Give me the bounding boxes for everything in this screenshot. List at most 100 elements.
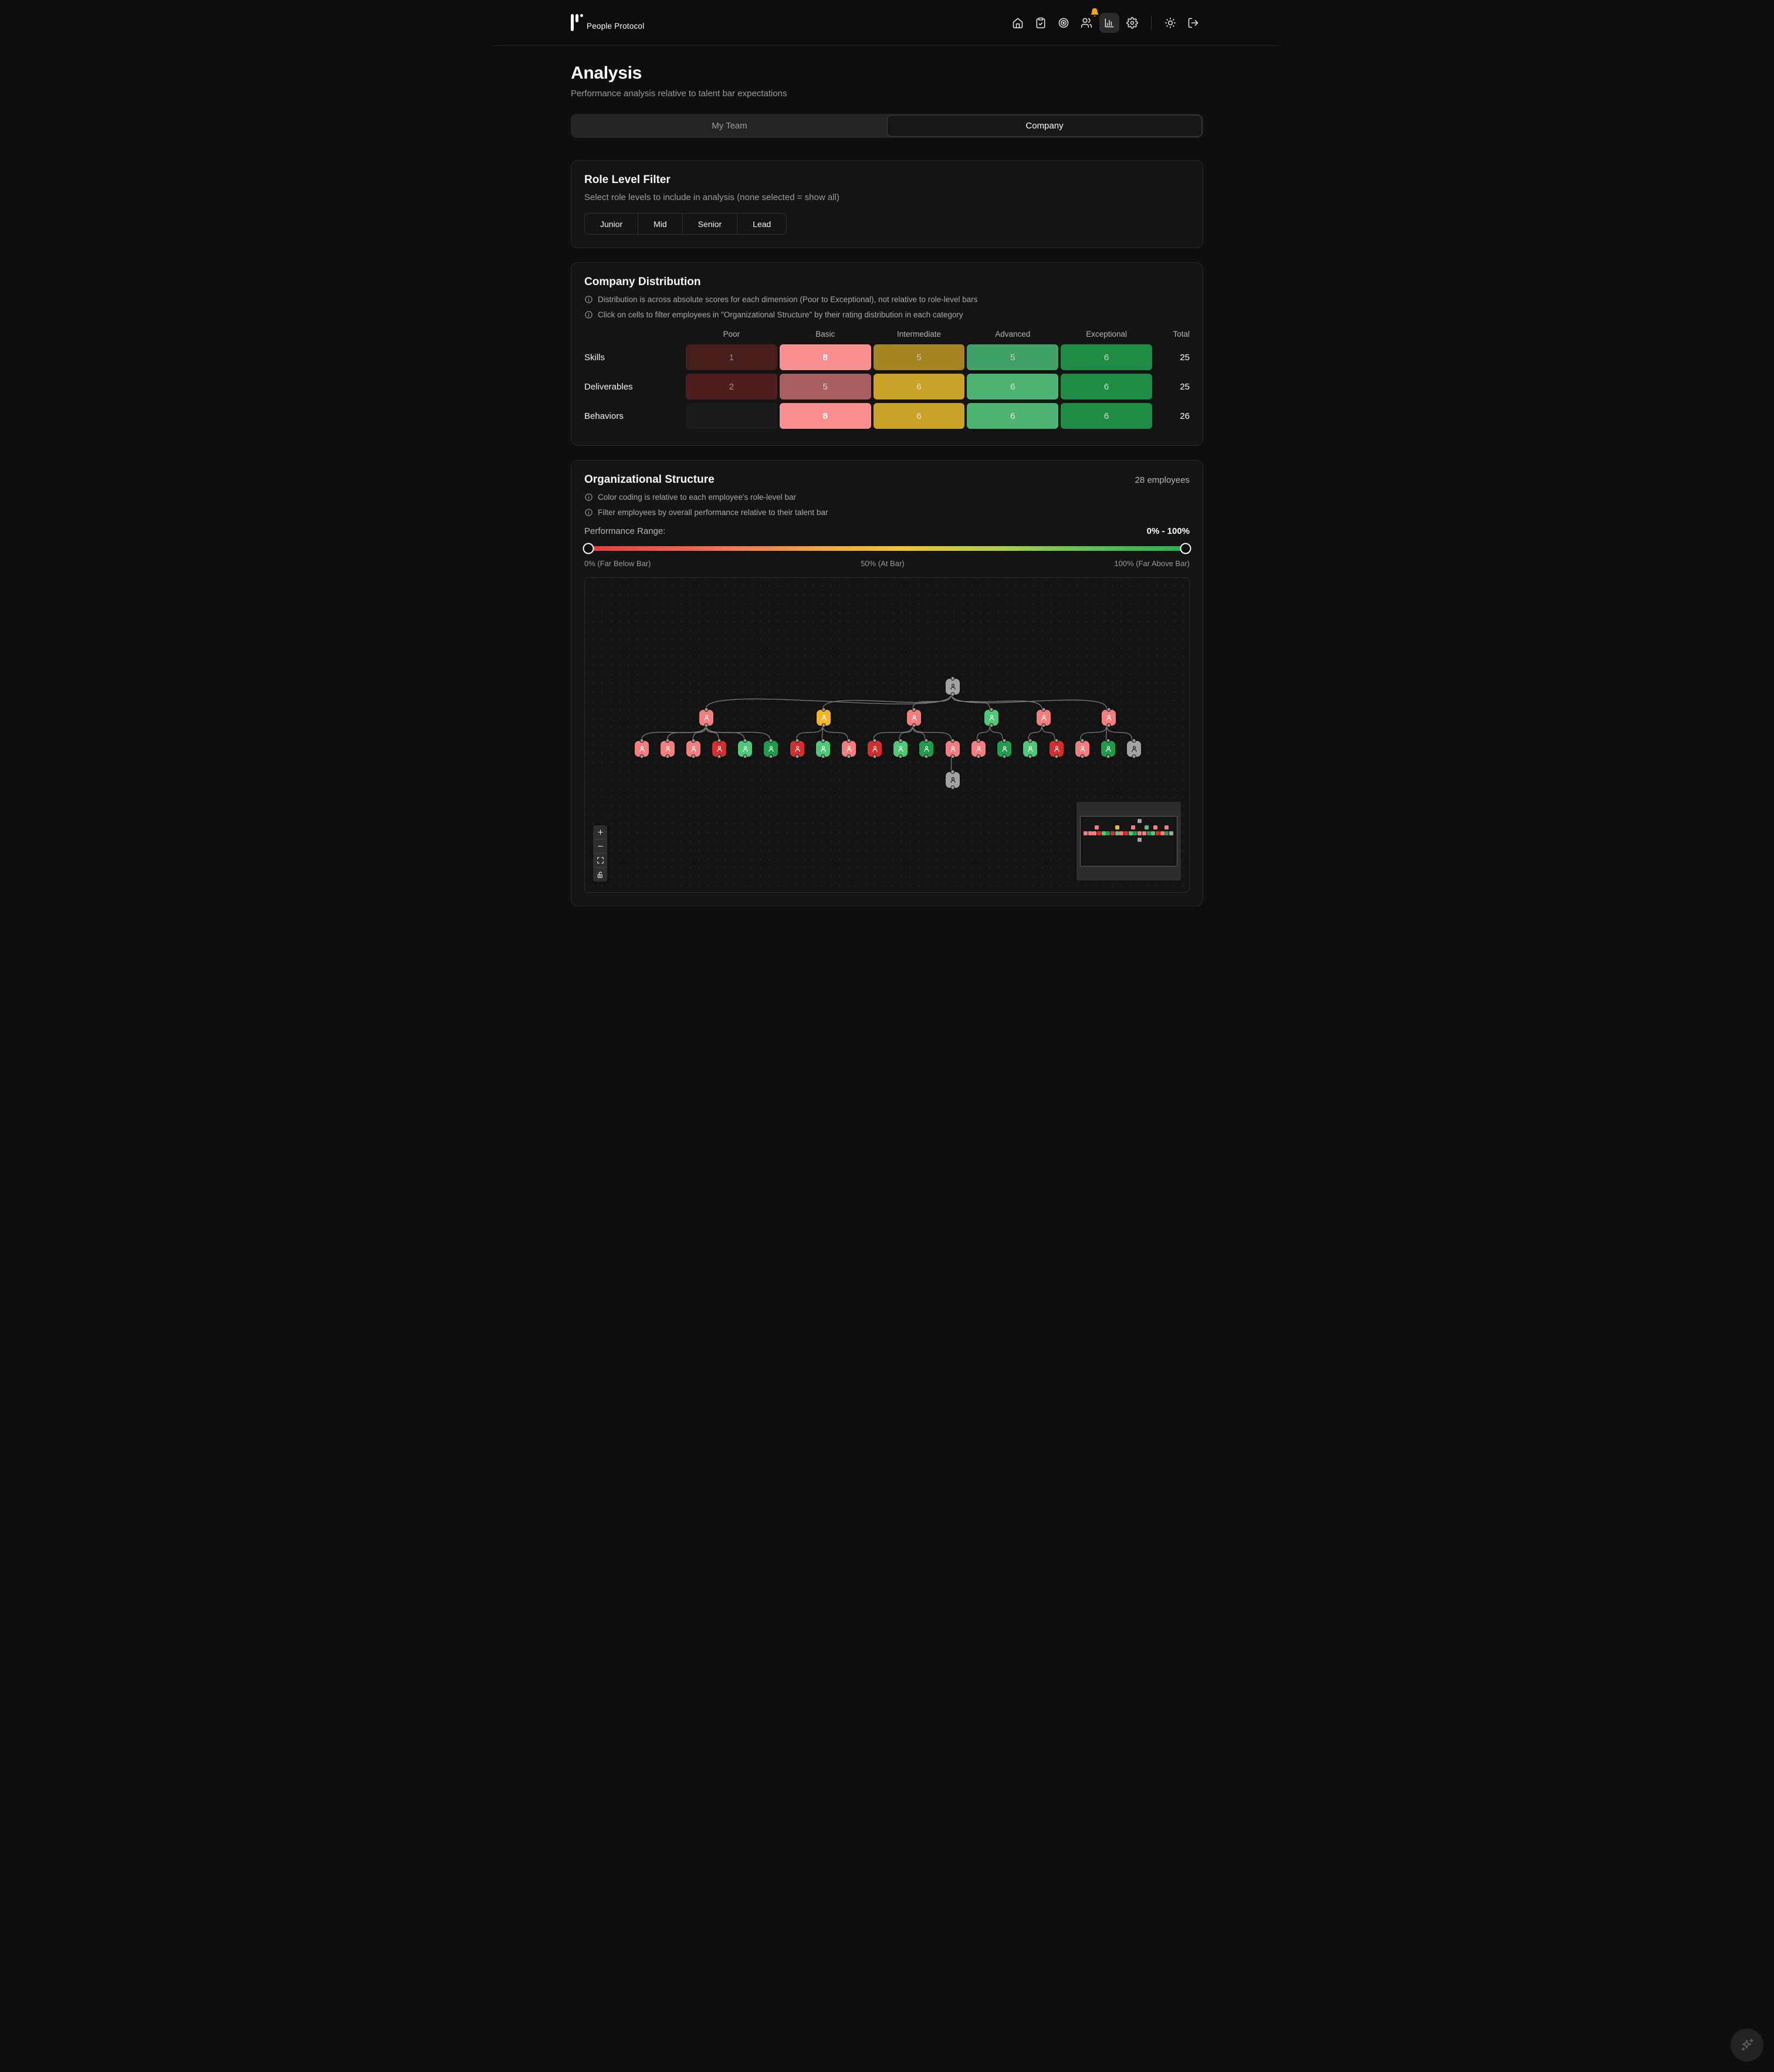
distribution-column-basic: Basic bbox=[815, 330, 835, 338]
org-node-e18[interactable] bbox=[1075, 740, 1089, 757]
org-node-e4[interactable] bbox=[712, 740, 726, 757]
theme-toggle-sun-icon[interactable] bbox=[1160, 13, 1180, 33]
org-node-e3[interactable] bbox=[686, 740, 700, 757]
org-node-e7[interactable] bbox=[790, 740, 804, 757]
org-chart-canvas[interactable] bbox=[584, 577, 1190, 893]
role-filter-option-senior[interactable]: Senior bbox=[683, 214, 738, 234]
distribution-cell[interactable]: 6 bbox=[967, 403, 1059, 429]
minimap-node-e17 bbox=[1155, 831, 1160, 836]
org-node-e20[interactable] bbox=[1127, 740, 1141, 757]
distribution-cell[interactable]: 8 bbox=[779, 403, 871, 429]
distribution-cell[interactable]: 5 bbox=[779, 374, 871, 399]
org-node-e11[interactable] bbox=[893, 740, 908, 757]
org-node-e6[interactable] bbox=[764, 740, 778, 757]
person-icon bbox=[1041, 715, 1047, 720]
slider-label-max: 100% (Far Above Bar) bbox=[1114, 559, 1190, 568]
distribution-cell[interactable]: 1 bbox=[686, 344, 777, 370]
lock-toggle-button[interactable] bbox=[593, 868, 607, 882]
org-node-l4[interactable] bbox=[946, 771, 960, 788]
person-icon bbox=[820, 746, 826, 751]
distribution-row-deliverables: Deliverables 2 5 6 6 6 25 bbox=[584, 374, 1190, 399]
zoom-in-button[interactable] bbox=[593, 825, 607, 839]
clipboard-check-icon[interactable] bbox=[1031, 13, 1051, 33]
home-icon[interactable] bbox=[1008, 13, 1028, 33]
org-node-m5[interactable] bbox=[1037, 709, 1051, 726]
org-node-m2[interactable] bbox=[817, 709, 831, 726]
minimap-node-m5 bbox=[1153, 825, 1158, 830]
org-node-e12[interactable] bbox=[919, 740, 933, 757]
person-icon bbox=[950, 683, 956, 689]
person-icon bbox=[1027, 746, 1033, 751]
scope-tabs: My Team Company bbox=[571, 114, 1203, 138]
distribution-cell[interactable]: 2 bbox=[686, 374, 777, 399]
org-node-e2[interactable] bbox=[661, 740, 675, 757]
distribution-cell[interactable]: 6 bbox=[873, 403, 965, 429]
minimap[interactable] bbox=[1076, 802, 1181, 881]
org-note-1: Color coding is relative to each employe… bbox=[584, 493, 1190, 502]
minimap-node-e12 bbox=[1133, 831, 1137, 836]
minimap-node-m4 bbox=[1144, 825, 1149, 830]
ai-assistant-button[interactable] bbox=[1731, 2029, 1763, 2061]
distribution-cell[interactable]: 8 bbox=[779, 344, 871, 370]
org-node-root[interactable] bbox=[946, 678, 960, 695]
info-icon bbox=[585, 509, 593, 516]
distribution-title: Company Distribution bbox=[584, 276, 701, 288]
target-icon[interactable] bbox=[1054, 13, 1074, 33]
org-node-e10[interactable] bbox=[868, 740, 882, 757]
slider-handle-max[interactable] bbox=[1180, 543, 1191, 554]
row-total: 26 bbox=[1180, 411, 1190, 421]
brand-logo-icon bbox=[571, 14, 585, 31]
org-node-e16[interactable] bbox=[1023, 740, 1037, 757]
minimap-viewport[interactable] bbox=[1080, 816, 1177, 866]
slider-handle-min[interactable] bbox=[583, 543, 594, 554]
distribution-row-behaviors: Behaviors 8 6 6 6 26 bbox=[584, 403, 1190, 429]
org-node-e19[interactable] bbox=[1101, 740, 1115, 757]
minimap-node-e4 bbox=[1097, 831, 1102, 836]
org-node-e9[interactable] bbox=[842, 740, 856, 757]
logout-icon[interactable] bbox=[1183, 13, 1203, 33]
org-node-m1[interactable] bbox=[699, 709, 713, 726]
org-node-e14[interactable] bbox=[971, 740, 986, 757]
person-icon bbox=[898, 746, 903, 751]
distribution-cell[interactable]: 6 bbox=[1061, 374, 1152, 399]
flow-controls bbox=[593, 825, 607, 882]
users-icon[interactable] bbox=[1076, 8, 1099, 33]
analytics-icon[interactable] bbox=[1099, 12, 1119, 33]
distribution-cell[interactable]: 6 bbox=[1061, 403, 1152, 429]
org-node-e8[interactable] bbox=[816, 740, 830, 757]
role-filter-option-junior[interactable]: Junior bbox=[585, 214, 639, 234]
org-node-e15[interactable] bbox=[997, 740, 1011, 757]
settings-gear-icon[interactable] bbox=[1122, 13, 1142, 33]
person-icon bbox=[846, 746, 852, 751]
minimap-node-m2 bbox=[1115, 825, 1119, 830]
performance-range-slider[interactable] bbox=[583, 543, 1191, 554]
distribution-cell[interactable]: 6 bbox=[967, 374, 1059, 399]
org-node-m6[interactable] bbox=[1102, 709, 1116, 726]
tab-my-team[interactable]: My Team bbox=[572, 115, 887, 137]
distribution-cell[interactable]: 5 bbox=[873, 344, 965, 370]
role-filter-option-lead[interactable]: Lead bbox=[737, 214, 786, 234]
org-node-e17[interactable] bbox=[1049, 740, 1064, 757]
org-node-e1[interactable] bbox=[635, 740, 649, 757]
org-node-e5[interactable] bbox=[738, 740, 752, 757]
person-icon bbox=[923, 746, 929, 751]
fit-view-button[interactable] bbox=[593, 854, 607, 868]
brand: People Protocol bbox=[571, 14, 644, 31]
zoom-out-button[interactable] bbox=[593, 839, 607, 854]
person-icon bbox=[665, 746, 671, 751]
person-icon bbox=[821, 715, 827, 720]
person-icon bbox=[1106, 715, 1112, 720]
row-label: Deliverables bbox=[584, 381, 633, 392]
org-node-e13[interactable] bbox=[946, 740, 960, 757]
org-node-m4[interactable] bbox=[984, 709, 998, 726]
distribution-cell[interactable] bbox=[686, 403, 777, 429]
distribution-cell[interactable]: 6 bbox=[1061, 344, 1152, 370]
distribution-cell[interactable]: 5 bbox=[967, 344, 1059, 370]
org-node-m3[interactable] bbox=[907, 709, 921, 726]
role-filter-option-mid[interactable]: Mid bbox=[638, 214, 683, 234]
employee-count: 28 employees bbox=[1135, 475, 1190, 485]
slider-track[interactable] bbox=[584, 546, 1190, 551]
person-icon bbox=[639, 746, 645, 751]
distribution-cell[interactable]: 6 bbox=[873, 374, 965, 399]
tab-company[interactable]: Company bbox=[887, 115, 1202, 137]
